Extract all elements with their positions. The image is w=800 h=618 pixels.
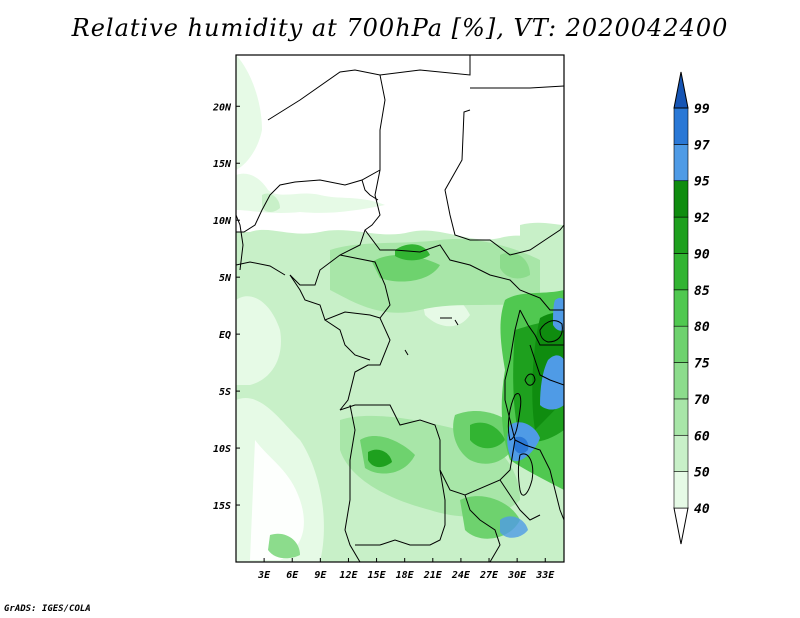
colorbar-label: 80 <box>694 320 710 335</box>
colorbar-segment <box>673 362 689 400</box>
x-tick-label: 6E <box>286 570 299 581</box>
colorbar-segment <box>673 107 689 145</box>
map-frame <box>235 54 565 563</box>
y-tick-label: 10N <box>213 216 232 227</box>
x-tick-label: 15E <box>368 570 387 581</box>
colorbar-label: 90 <box>694 247 710 262</box>
x-axis: 3E 6E 9E 12E 15E 18E 21E 24E 27E 30E 33E <box>257 558 555 581</box>
colorbar-label: 50 <box>694 466 710 481</box>
x-tick-label: 12E <box>339 570 358 581</box>
x-tick-label: 27E <box>479 570 499 581</box>
colorbar-segment <box>673 216 689 254</box>
y-tick-label: EQ <box>219 330 231 341</box>
grads-credit: GrADS: IGES/COLA <box>4 604 91 614</box>
x-tick-label: 21E <box>423 570 443 581</box>
colorbar-segment <box>673 434 689 472</box>
colorbar-label: 95 <box>694 175 710 190</box>
colorbar-segment <box>673 253 689 291</box>
lake-outlines <box>404 317 563 496</box>
y-tick-label: 5S <box>219 387 231 398</box>
y-tick-label: 5N <box>219 273 232 284</box>
colorbar-label: 75 <box>694 357 710 372</box>
map-title: Relative humidity at 700hPa [%], VT: 202… <box>71 14 729 42</box>
colorbar-label: 60 <box>694 429 710 444</box>
colorbar-segment <box>673 180 689 218</box>
x-tick-label: 3E <box>257 570 271 581</box>
y-tick-label: 10S <box>213 444 231 455</box>
colorbar-label: 99 <box>694 102 710 117</box>
colorbar-label: 92 <box>694 211 710 226</box>
colorbar-label: 40 <box>694 502 710 517</box>
y-tick-label: 20N <box>212 102 232 113</box>
y-tick-label: 15N <box>213 159 232 170</box>
colorbar-segment <box>673 325 689 363</box>
colorbar-segment <box>673 289 689 327</box>
colorbar-label: 85 <box>694 284 710 299</box>
colorbar-label: 97 <box>694 138 710 153</box>
country-borders <box>236 55 564 562</box>
humidity-field <box>236 55 564 562</box>
colorbar-low-triangle <box>673 507 689 545</box>
colorbar-high-triangle <box>673 71 689 109</box>
x-tick-label: 9E <box>314 570 327 581</box>
colorbar-segment <box>673 398 689 436</box>
x-tick-label: 18E <box>396 570 415 581</box>
colorbar-segment <box>673 471 689 509</box>
x-tick-label: 33E <box>535 570 555 581</box>
x-tick-label: 24E <box>451 570 471 581</box>
x-tick-label: 30E <box>507 570 527 581</box>
y-tick-label: 15S <box>213 501 231 512</box>
colorbar: 40 50 60 70 75 80 85 90 92 95 97 99 <box>673 71 710 545</box>
colorbar-label: 70 <box>694 393 710 408</box>
y-axis: 20N 15N 10N 5N EQ 5S 10S 15S <box>212 102 240 512</box>
colorbar-segment <box>673 144 689 182</box>
